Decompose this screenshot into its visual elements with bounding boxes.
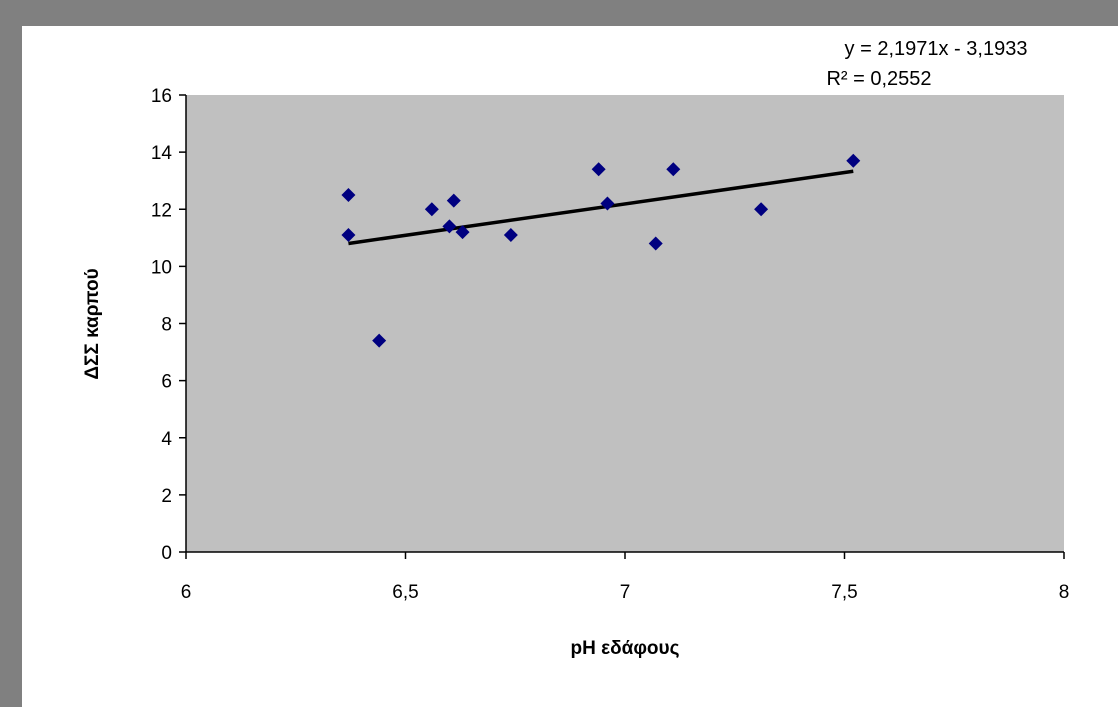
plot-area: [186, 95, 1064, 552]
data-point: [666, 162, 681, 177]
data-point: [591, 162, 606, 177]
data-point: [648, 236, 663, 251]
y-tick-label: 14: [151, 143, 173, 164]
data-point: [446, 193, 461, 208]
x-tick-label: 7: [620, 582, 631, 603]
y-axis-title: ΔΣΣ καρπού: [82, 268, 103, 379]
data-points: [341, 153, 861, 348]
trendline-equation: y = 2,1971x - 3,1933: [845, 38, 1028, 60]
y-tick-label: 6: [161, 372, 172, 393]
trendline: [348, 169, 854, 246]
x-tick-label: 7,5: [831, 582, 857, 603]
trendline-r-squared: R² = 0,2552: [826, 68, 931, 90]
x-tick-label: 6,5: [392, 582, 418, 603]
data-point: [846, 153, 861, 168]
data-point: [455, 225, 470, 240]
y-tick-label: 10: [151, 257, 172, 278]
chart-area: 0 2 4 6 8 10 12 14 16 6 6,5 7 7,5 8 y = 2,1971x - 3,1…: [22, 26, 1118, 707]
chart-labels: y = 2,1971x - 3,1933 R² = 0,2552 pH εδάφ…: [82, 38, 1027, 659]
y-tick-label: 16: [151, 86, 172, 107]
trendline-layer: [348, 169, 854, 246]
x-axis-title: pH εδάφους: [571, 638, 680, 659]
data-point: [424, 202, 439, 217]
x-tick-label: 8: [1059, 582, 1070, 603]
scatter-chart: 0 2 4 6 8 10 12 14 16 6 6,5 7 7,5 8 y = 2,1971x - 3,1…: [82, 38, 1069, 659]
axes: 0 2 4 6 8 10 12 14 16 6 6,5 7 7,5 8: [151, 86, 1069, 603]
y-tick-label: 2: [161, 486, 172, 507]
y-tick-label: 4: [161, 429, 172, 450]
data-point: [600, 196, 615, 211]
y-tick-label: 12: [151, 200, 172, 221]
y-tick-label: 0: [161, 543, 172, 564]
data-point: [503, 227, 518, 242]
y-tick-label: 8: [161, 315, 172, 336]
data-point: [341, 187, 356, 202]
data-point: [442, 219, 457, 234]
data-point: [341, 227, 356, 242]
x-tick-label: 6: [181, 582, 192, 603]
data-point: [372, 333, 387, 348]
data-point: [754, 202, 769, 217]
